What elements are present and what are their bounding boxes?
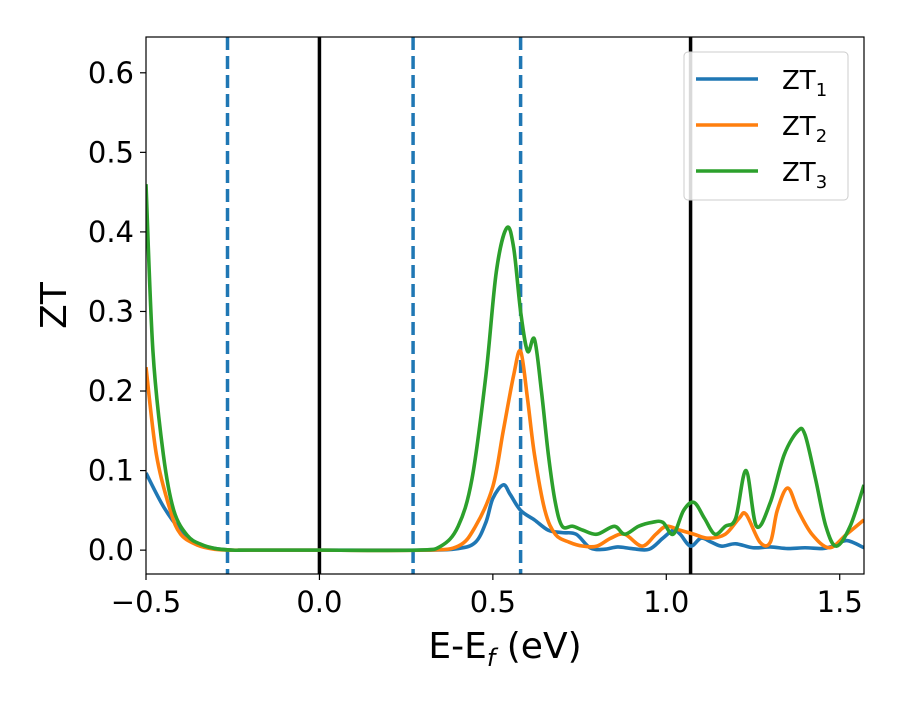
x-axis-label: E-Ef (eV) bbox=[428, 626, 581, 672]
plot-frame bbox=[145, 36, 865, 575]
x-tick-label: 1.0 bbox=[643, 585, 689, 619]
x-tick-label: 0.5 bbox=[470, 585, 516, 619]
x-tick-label: −0.5 bbox=[111, 585, 181, 619]
y-tick-label: 0.2 bbox=[88, 374, 134, 408]
y-axis-label: ZT bbox=[34, 281, 75, 329]
y-tick-label: 0.6 bbox=[88, 56, 134, 90]
legend: ZT1 ZT2 ZT3 bbox=[683, 51, 849, 201]
legend-label-3: ZT3 bbox=[782, 158, 827, 193]
series-line-3 bbox=[146, 184, 864, 553]
y-tick-label: 0.1 bbox=[88, 454, 134, 488]
y-tick-label: 0.5 bbox=[88, 135, 134, 169]
legend-label-1: ZT1 bbox=[782, 66, 827, 101]
x-tick-label: 0.0 bbox=[296, 585, 342, 619]
legend-box bbox=[683, 51, 849, 201]
y-tick-label: 0.4 bbox=[88, 215, 134, 249]
x-tick-label: 1.5 bbox=[817, 585, 863, 619]
y-tick-label: 0.0 bbox=[88, 533, 134, 567]
y-tick-label: 0.3 bbox=[88, 294, 134, 328]
legend-label-2: ZT2 bbox=[782, 112, 827, 147]
